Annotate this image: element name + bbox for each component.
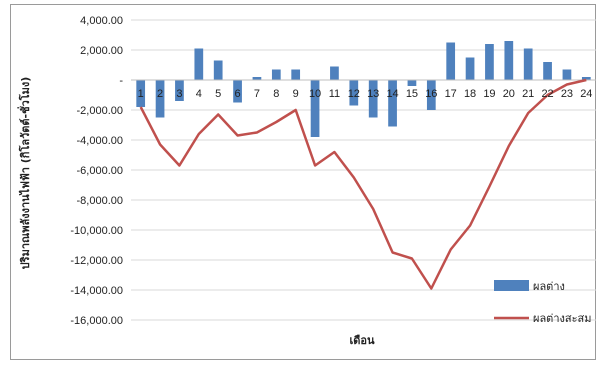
bar <box>330 66 339 80</box>
x-tick-label: 6 <box>235 88 241 100</box>
legend-bar-swatch <box>494 280 529 291</box>
x-tick-label: 21 <box>522 88 534 100</box>
x-axis-title: เดือน <box>349 334 375 347</box>
legend-line-label: ผลต่างสะสม <box>533 312 591 325</box>
bar <box>368 80 378 118</box>
x-tick-label: 13 <box>367 88 379 100</box>
y-tick-label: -14,000.00 <box>70 285 123 297</box>
line-series <box>139 78 587 290</box>
bar <box>136 80 146 107</box>
y-tick-label: - <box>119 75 123 87</box>
x-tick-label: 16 <box>425 88 437 100</box>
x-tick-label: 11 <box>329 88 340 100</box>
x-tick-label: 10 <box>309 88 321 100</box>
bar <box>504 41 514 80</box>
bar <box>194 48 204 80</box>
bar-series <box>136 41 591 137</box>
x-tick-label: 4 <box>196 88 202 100</box>
bar <box>310 80 320 137</box>
y-tick-label: -12,000.00 <box>70 255 123 267</box>
bar <box>523 48 533 80</box>
legend: ผลต่าง ผลต่างสะสม <box>494 280 591 325</box>
cumulative-line <box>139 78 587 290</box>
x-tick-label: 3 <box>176 88 182 100</box>
bar <box>349 80 359 106</box>
x-tick-labels: 1 2 3 4 5 6 7 8 9 10 11 12 13 14 15 16 17 18 19 20 21 22 23 24 <box>138 88 593 100</box>
x-tick-label: 18 <box>464 88 476 100</box>
bar <box>271 69 281 80</box>
x-tick-label: 2 <box>157 88 163 100</box>
bar <box>543 62 552 80</box>
gridlines <box>131 19 596 321</box>
y-tick-label: -10,000.00 <box>70 225 123 237</box>
x-tick-label: 15 <box>406 88 418 100</box>
x-tick-label: 20 <box>503 88 515 100</box>
bar <box>233 80 242 103</box>
bar <box>581 77 591 80</box>
x-tick-label: 19 <box>483 88 495 100</box>
x-tick-label: 8 <box>273 88 279 100</box>
bar <box>252 77 262 80</box>
bar <box>155 80 165 118</box>
chart-svg: 4,000.00 2,000.00 - -2,000.00 -4,000.00 -6,00… <box>17 15 596 347</box>
chart-frame: 4,000.00 2,000.00 - -2,000.00 -4,000.00 -6,00… <box>10 4 596 360</box>
bar <box>485 44 494 80</box>
bar <box>175 80 184 101</box>
y-tick-label: -4,000.00 <box>77 135 123 147</box>
y-tick-label: -6,000.00 <box>77 165 123 177</box>
bar <box>426 80 436 110</box>
legend-bar-label: ผลต่าง <box>533 280 565 293</box>
bar <box>446 42 456 80</box>
y-tick-label: 4,000.00 <box>80 15 123 27</box>
x-tick-label: 1 <box>138 88 144 100</box>
y-tick-label: 2,000.00 <box>80 45 123 57</box>
x-tick-label: 9 <box>293 88 299 100</box>
y-axis-title: ปริมาณพลังงานไฟฟ้า (กิโลวัตต์-ชั่วโมง) <box>17 77 32 270</box>
y-tick-label: -2,000.00 <box>77 105 123 117</box>
bar <box>388 80 397 127</box>
y-tick-label: -8,000.00 <box>77 195 123 207</box>
bar <box>213 60 223 80</box>
bar <box>562 69 572 80</box>
x-tick-label: 23 <box>561 88 573 100</box>
x-tick-label: 12 <box>348 88 360 100</box>
x-tick-label: 14 <box>386 88 398 100</box>
x-tick-label: 7 <box>254 88 260 100</box>
bar <box>407 80 417 86</box>
x-tick-label: 17 <box>445 88 457 100</box>
x-tick-label: 5 <box>215 88 221 100</box>
x-tick-label: 22 <box>541 88 553 100</box>
y-tick-label: -16,000.00 <box>70 315 123 327</box>
bar <box>291 69 301 80</box>
x-tick-label: 24 <box>580 88 592 100</box>
bar <box>465 57 475 80</box>
y-tick-labels: 4,000.00 2,000.00 - -2,000.00 -4,000.00 -6,00… <box>70 15 123 327</box>
